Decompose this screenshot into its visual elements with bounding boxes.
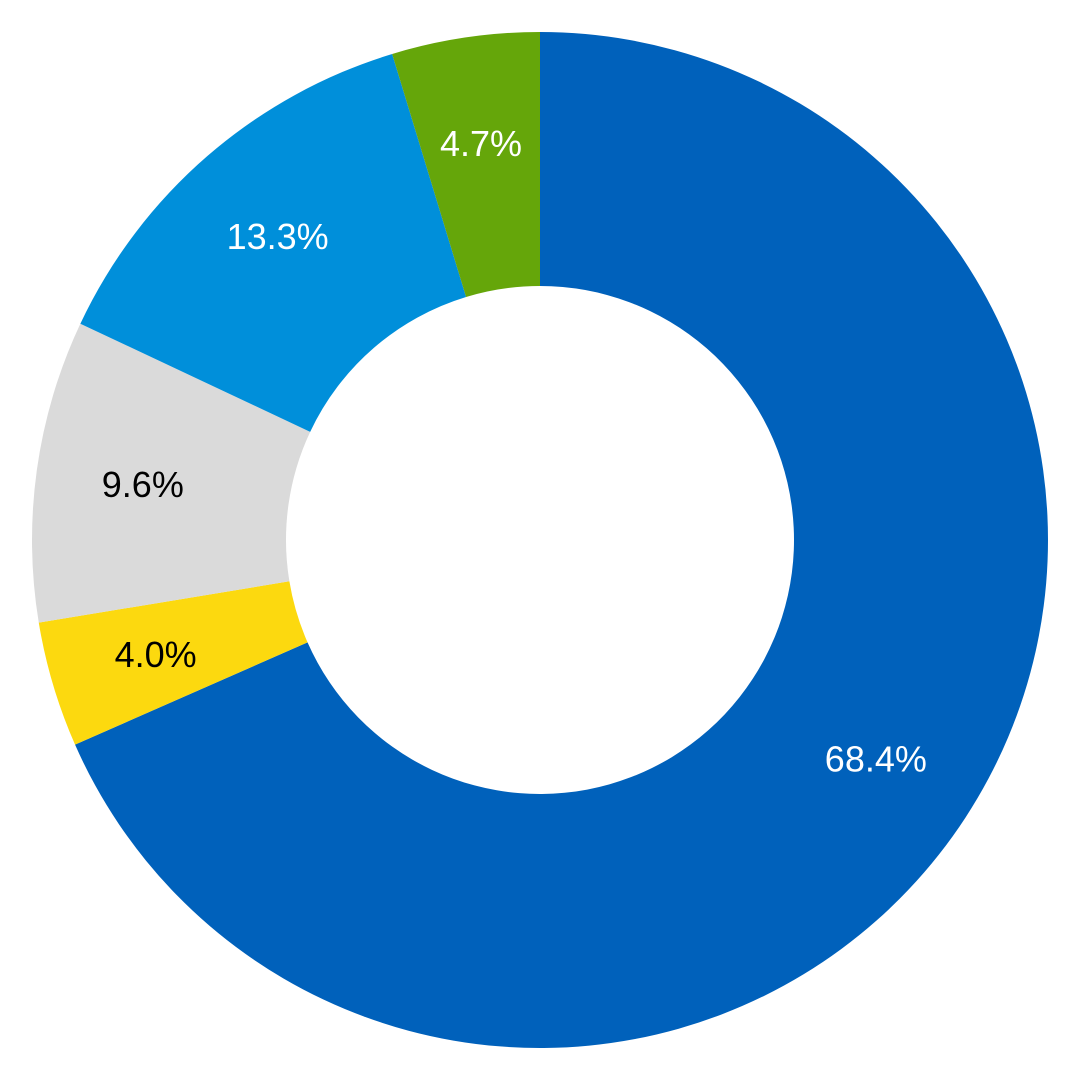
donut-slice-3 [80, 53, 467, 432]
slice-label-3: 13.3% [227, 216, 329, 257]
donut-slice-4 [392, 32, 540, 297]
slice-label-0: 68.4% [825, 739, 927, 780]
donut-slices [32, 32, 1048, 1048]
donut-slice-0 [75, 32, 1048, 1048]
donut-slice-1 [38, 581, 308, 745]
slice-label-1: 4.0% [115, 634, 197, 675]
slice-label-4: 4.7% [440, 123, 522, 164]
donut-labels: 68.4% 4.0% 9.6% 13.3% 4.7% [102, 123, 927, 780]
donut-slice-2 [32, 323, 311, 623]
slice-label-2: 9.6% [102, 464, 184, 505]
